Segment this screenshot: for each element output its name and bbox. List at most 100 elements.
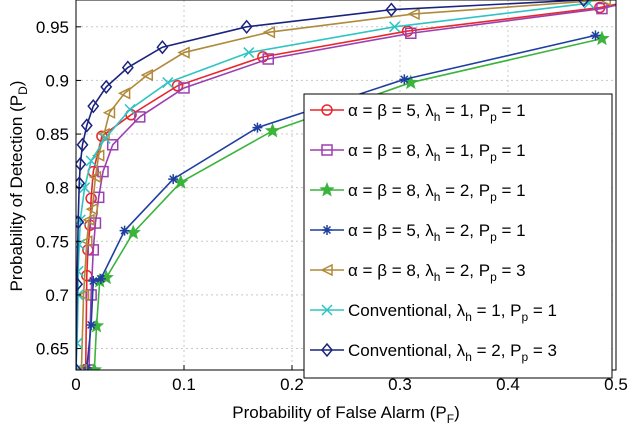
data-point bbox=[140, 68, 154, 82]
axis-ticks: 0 0.1 0.2 0.3 0.4 0.5 0.65 0.7 0.75 0.8 0.85 0.9 0.9… bbox=[36, 18, 628, 394]
data-point bbox=[100, 79, 113, 95]
series-7 bbox=[76, 0, 590, 370]
data-point bbox=[177, 46, 190, 59]
legend-label-part: h bbox=[434, 110, 441, 124]
y-axis-title: Probability of Detection (PD) bbox=[7, 81, 30, 292]
data-point bbox=[80, 235, 93, 248]
legend-label-part: = 1 bbox=[497, 181, 526, 200]
data-point bbox=[92, 149, 105, 162]
legend-label-part: p bbox=[490, 150, 497, 164]
data-point bbox=[86, 319, 97, 330]
data-point bbox=[80, 118, 93, 133]
data-point bbox=[99, 132, 111, 144]
legend-label: Conventional, λh = 2, Pp = 3 bbox=[348, 341, 557, 364]
data-point bbox=[405, 27, 417, 39]
series-2 bbox=[83, 2, 616, 370]
legend-label-part: h bbox=[465, 310, 472, 324]
data-point bbox=[178, 82, 190, 94]
y-tick-label: 0.75 bbox=[36, 232, 69, 251]
legend-label-part: α = β = 8, λ bbox=[348, 181, 434, 200]
data-point bbox=[85, 202, 98, 216]
data-point bbox=[321, 304, 333, 316]
legend-entry: α = β = 8, λh = 2, Pp = 3 bbox=[310, 261, 526, 284]
data-point bbox=[133, 111, 146, 123]
data-point bbox=[76, 265, 84, 277]
data-point bbox=[117, 87, 131, 100]
legend-label-part: α = β = 5, λ bbox=[348, 221, 434, 240]
data-point bbox=[121, 60, 134, 75]
data-point bbox=[321, 342, 333, 358]
data-point bbox=[102, 106, 116, 119]
x-tick-label: 0.4 bbox=[496, 375, 520, 394]
x-tick-label: 0.1 bbox=[172, 375, 196, 394]
data-point bbox=[262, 25, 276, 39]
legend-entry: α = β = 8, λh = 2, Pp = 1 bbox=[310, 181, 526, 204]
x-axis-title: Probability of False Alarm (PF) bbox=[232, 403, 459, 426]
data-point bbox=[88, 275, 99, 286]
legend-label-part: h bbox=[434, 230, 441, 244]
legend-label-part: = 3 bbox=[528, 341, 557, 360]
legend-label-part: h bbox=[434, 190, 441, 204]
data-point bbox=[321, 144, 333, 156]
y-tick-label: 0.85 bbox=[36, 125, 69, 144]
data-point bbox=[252, 122, 263, 133]
legend-label-part: = 1 bbox=[497, 141, 526, 160]
data-point bbox=[85, 192, 97, 205]
legend-label-part: = 2, P bbox=[472, 341, 522, 360]
y-axis-title-sub: D bbox=[16, 86, 30, 95]
x-axis-title-main: Probability of False Alarm (P bbox=[232, 403, 446, 422]
legend-label-part: h bbox=[465, 350, 472, 364]
data-point bbox=[320, 263, 333, 277]
data-point bbox=[173, 174, 189, 189]
legend-label-part: = 1 bbox=[528, 301, 557, 320]
series-line bbox=[88, 4, 616, 370]
legend-label-part: = 2, P bbox=[440, 261, 490, 280]
x-tick-label: 0.3 bbox=[388, 375, 412, 394]
data-point bbox=[407, 7, 420, 21]
legend-label-part: = 2, P bbox=[440, 221, 490, 240]
x-tick-label: 0.5 bbox=[604, 375, 628, 394]
data-point bbox=[87, 99, 100, 114]
legend-label-part: = 1 bbox=[497, 221, 526, 240]
data-point bbox=[85, 155, 97, 167]
data-point bbox=[76, 238, 85, 251]
legend-label-part: p bbox=[490, 230, 497, 244]
legend-label-part: α = β = 8, λ bbox=[348, 261, 434, 280]
data-point bbox=[95, 273, 106, 284]
data-point bbox=[156, 40, 169, 55]
legend-label-part: h bbox=[434, 150, 441, 164]
data-point bbox=[88, 170, 102, 184]
legend-label-part: p bbox=[490, 190, 497, 204]
legend-entry: α = β = 5, λh = 1, Pp = 1 bbox=[310, 101, 526, 124]
legend-label: α = β = 8, λh = 2, Pp = 3 bbox=[348, 261, 526, 284]
y-tick-label: 0.7 bbox=[45, 286, 69, 305]
data-point bbox=[76, 362, 82, 370]
legend-label-part: p bbox=[490, 270, 497, 284]
series-layer bbox=[76, 0, 616, 370]
legend-label-part: p bbox=[522, 310, 529, 324]
data-point bbox=[124, 103, 136, 115]
y-axis-title-end: ) bbox=[7, 81, 26, 87]
data-point bbox=[389, 21, 401, 33]
legend-label-part: = 3 bbox=[497, 261, 526, 280]
data-point bbox=[76, 277, 84, 292]
series-5 bbox=[76, 0, 611, 370]
series-line bbox=[80, 0, 606, 370]
series-line bbox=[76, 2, 590, 370]
data-point bbox=[76, 288, 90, 302]
legend: α = β = 5, λh = 1, Pp = 1α = β = 8, λh =… bbox=[303, 93, 613, 379]
data-point bbox=[598, 0, 611, 7]
data-point bbox=[322, 225, 332, 235]
legend-label-part: Conventional, λ bbox=[348, 341, 466, 360]
data-point bbox=[401, 25, 414, 37]
data-point bbox=[171, 80, 184, 92]
x-axis-title-sub: F bbox=[447, 412, 454, 426]
legend-label: α = β = 5, λh = 1, Pp = 1 bbox=[348, 101, 526, 124]
data-point bbox=[76, 156, 87, 172]
data-point bbox=[243, 47, 255, 59]
legend-label: α = β = 5, λh = 2, Pp = 1 bbox=[348, 221, 526, 244]
data-point bbox=[590, 30, 601, 41]
data-point bbox=[240, 19, 253, 34]
